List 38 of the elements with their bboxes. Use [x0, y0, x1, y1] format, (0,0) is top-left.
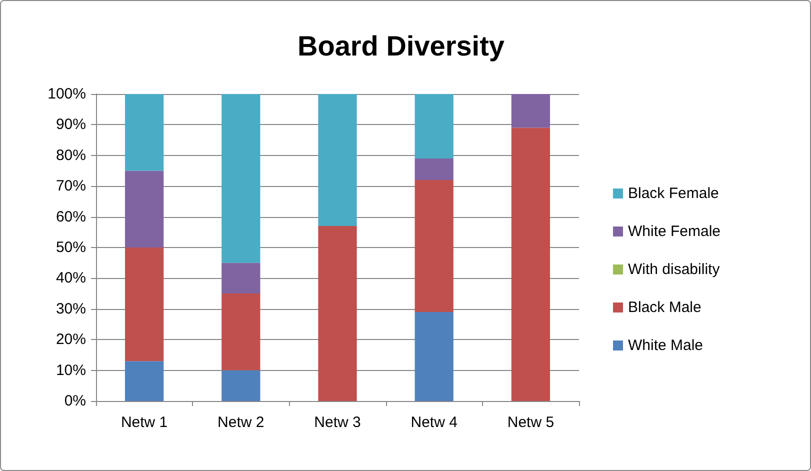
- legend-label: White Male: [628, 337, 704, 354]
- bar: [124, 94, 164, 171]
- y-tick-label: 60%: [56, 208, 86, 226]
- bar: [222, 262, 260, 294]
- legend-label: White Female: [628, 223, 721, 240]
- chart-title: Board Diversity: [298, 30, 505, 62]
- legend-label: Black Female: [628, 185, 719, 202]
- y-tick-label: 10%: [56, 362, 86, 379]
- bar: [222, 94, 260, 263]
- y-tick-label: 70%: [56, 178, 86, 195]
- x-tick-label: Netw 4: [410, 414, 458, 431]
- legend-label: Black Male: [628, 299, 702, 316]
- y-tick-label: 20%: [56, 331, 86, 348]
- y-tick-label: 100%: [48, 86, 86, 102]
- bar: [318, 94, 357, 226]
- y-tick-label: 0%: [64, 392, 86, 410]
- bar: [414, 180, 454, 312]
- bar: [222, 370, 260, 401]
- y-tick-label: 30%: [56, 300, 86, 318]
- x-tick-label: Netw 3: [314, 414, 361, 431]
- bar: [222, 294, 260, 370]
- bar: [414, 158, 454, 180]
- legend-label: With disability: [628, 261, 720, 278]
- y-tick-label: 90%: [56, 116, 86, 134]
- bar: [511, 128, 550, 401]
- bar: [414, 94, 454, 158]
- x-tick-label: Netw 1: [120, 414, 168, 431]
- y-tick-label: 80%: [56, 146, 86, 164]
- bar: [414, 312, 454, 401]
- bar: [124, 248, 164, 362]
- bar: [511, 94, 550, 128]
- y-tick-label: 50%: [56, 239, 86, 256]
- bar: [318, 226, 357, 401]
- bar: [124, 361, 164, 401]
- x-tick-label: Netw 2: [218, 414, 264, 431]
- x-tick-label: Netw 5: [507, 414, 554, 431]
- bar: [124, 170, 164, 248]
- y-tick-label: 40%: [56, 270, 86, 287]
